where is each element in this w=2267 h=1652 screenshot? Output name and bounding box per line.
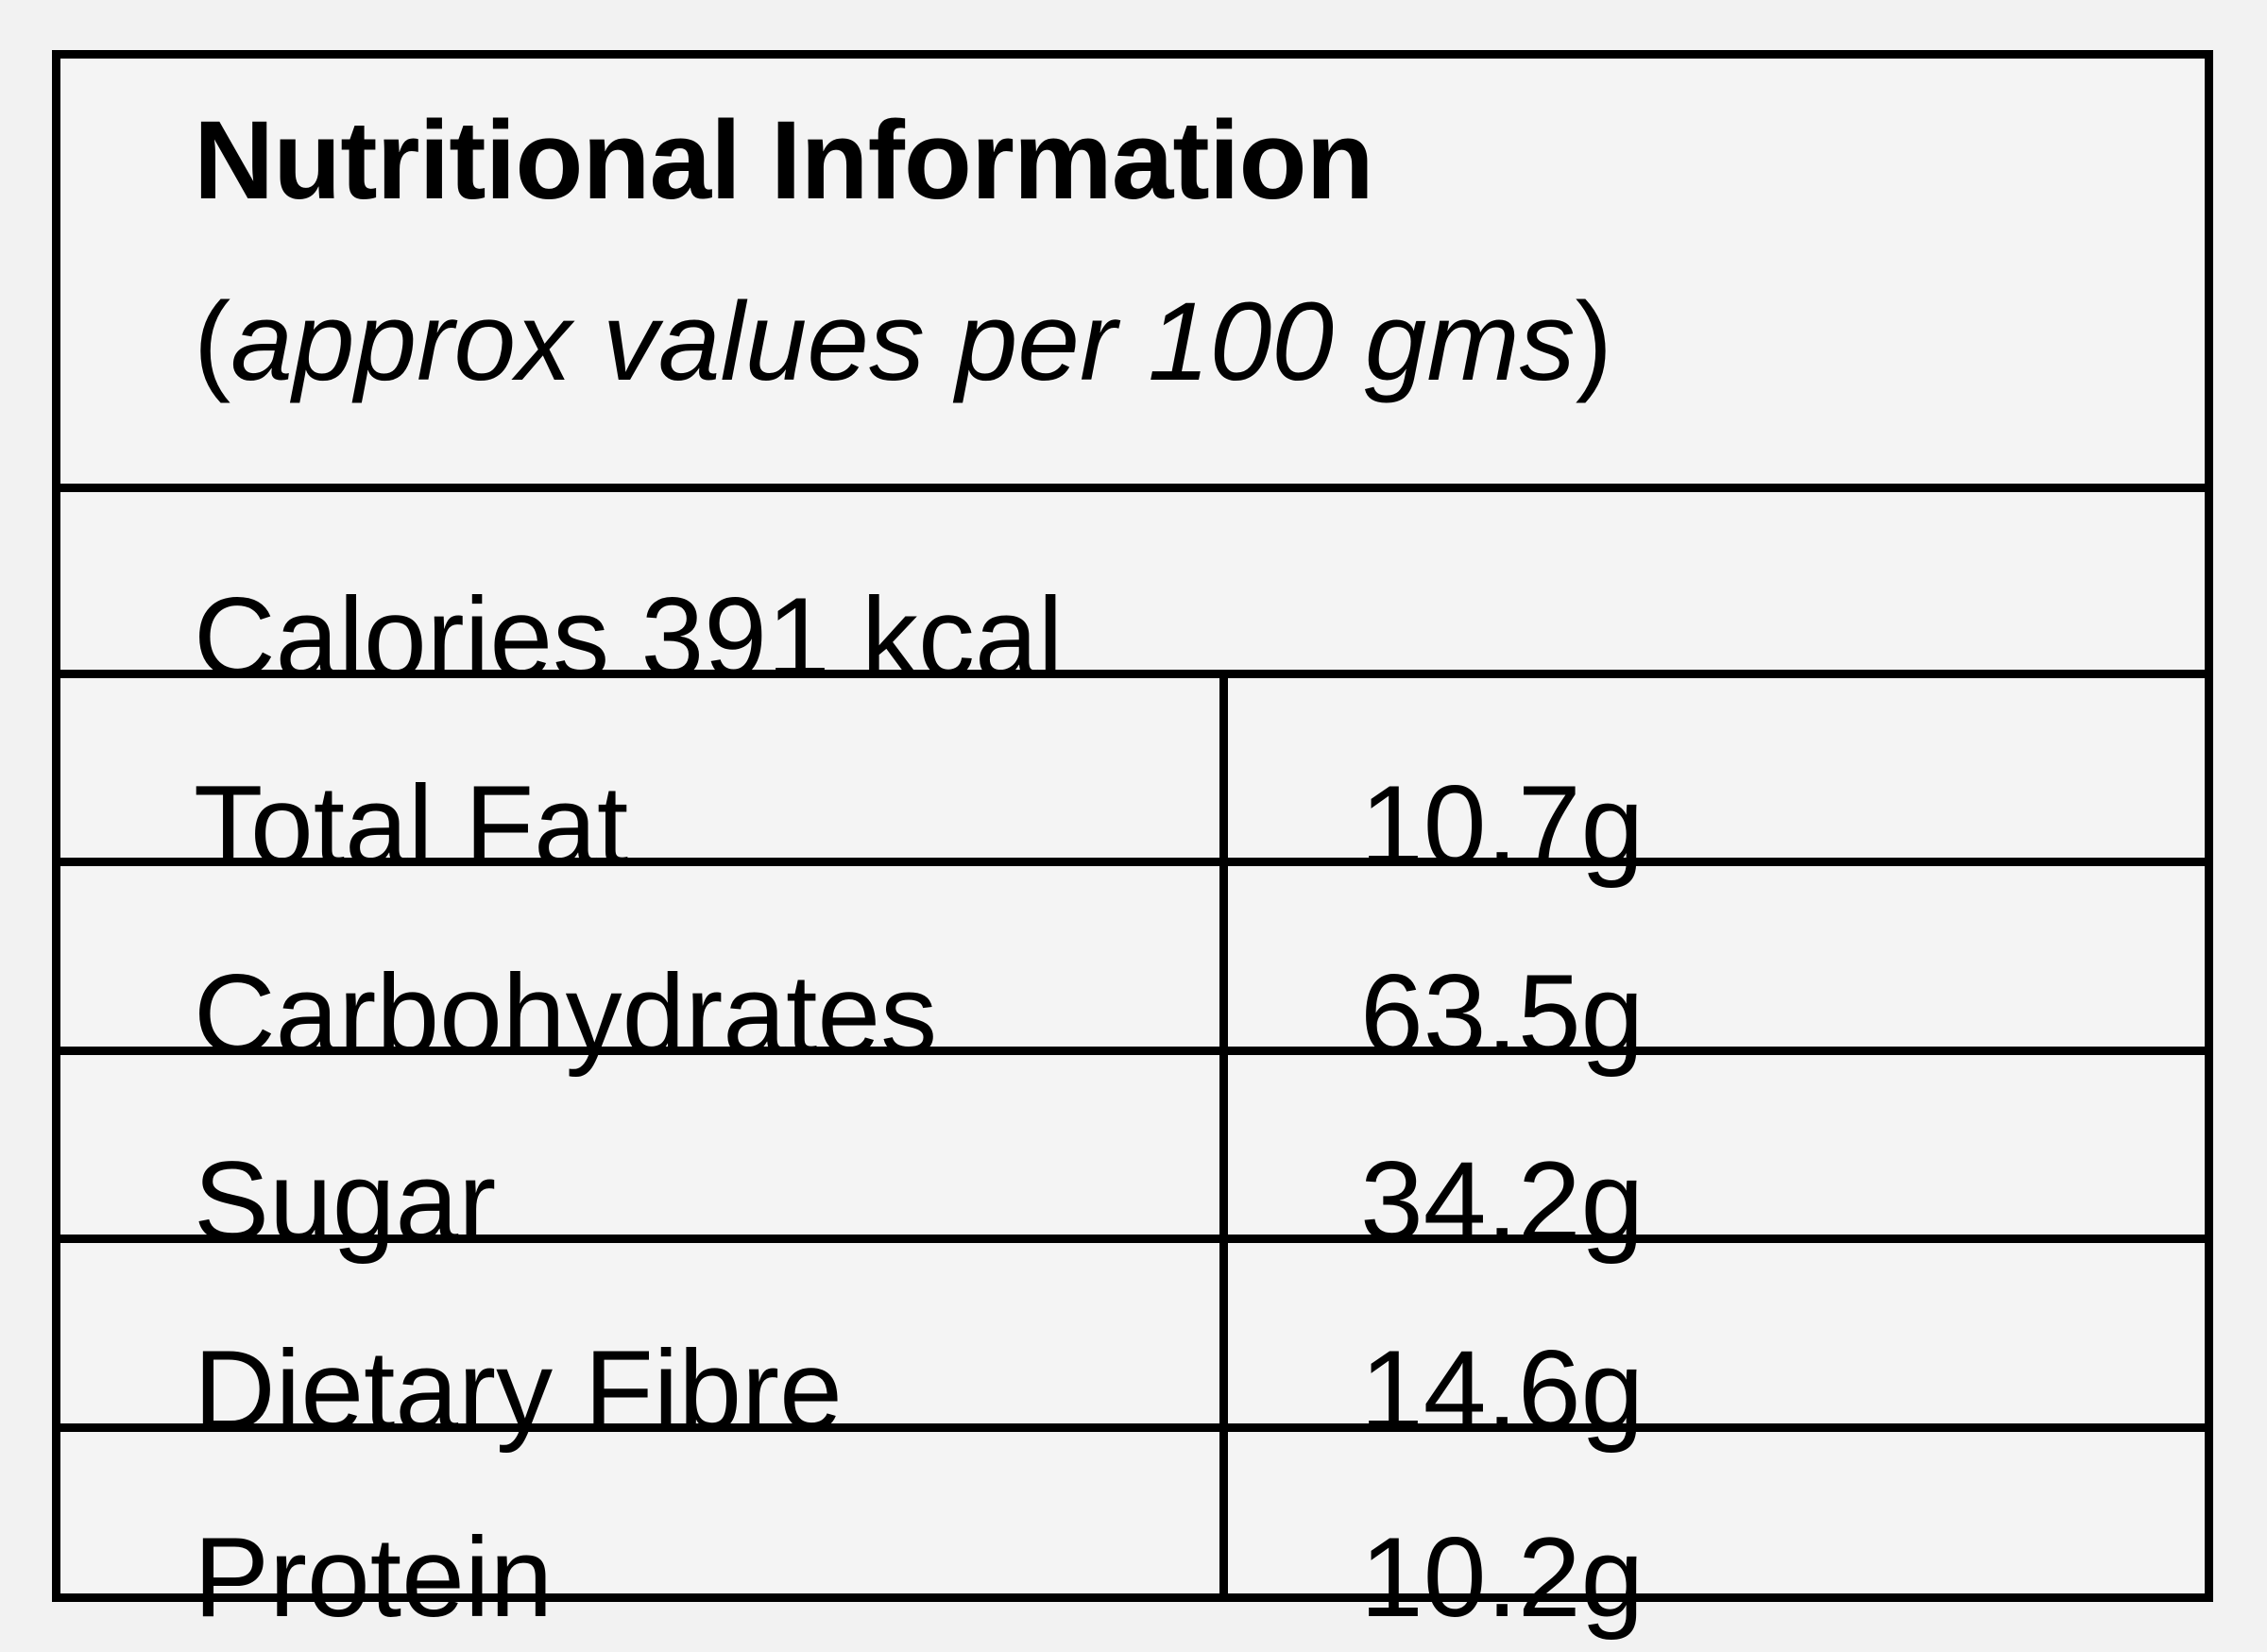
subtitle-italic-text: approx values per 100 gms	[230, 280, 1576, 404]
row-divider	[60, 1047, 2205, 1055]
subtitle-open-paren: (	[194, 280, 231, 404]
calories-divider	[60, 670, 2205, 678]
header-divider	[60, 484, 2205, 492]
subtitle-close-paren: )	[1575, 280, 1612, 404]
row-divider	[60, 858, 2205, 866]
row-divider	[60, 1423, 2205, 1432]
row-value-protein: 10.2g	[1360, 1514, 1645, 1641]
column-divider	[1219, 670, 1228, 1593]
table-title: Nutritional Information	[194, 98, 1374, 223]
nutrition-table: Nutritional Information (approx values p…	[52, 50, 2213, 1634]
table-subtitle: (approx values per 100 gms)	[194, 278, 1612, 406]
row-divider	[60, 1235, 2205, 1243]
row-label-protein: Protein	[194, 1514, 554, 1641]
